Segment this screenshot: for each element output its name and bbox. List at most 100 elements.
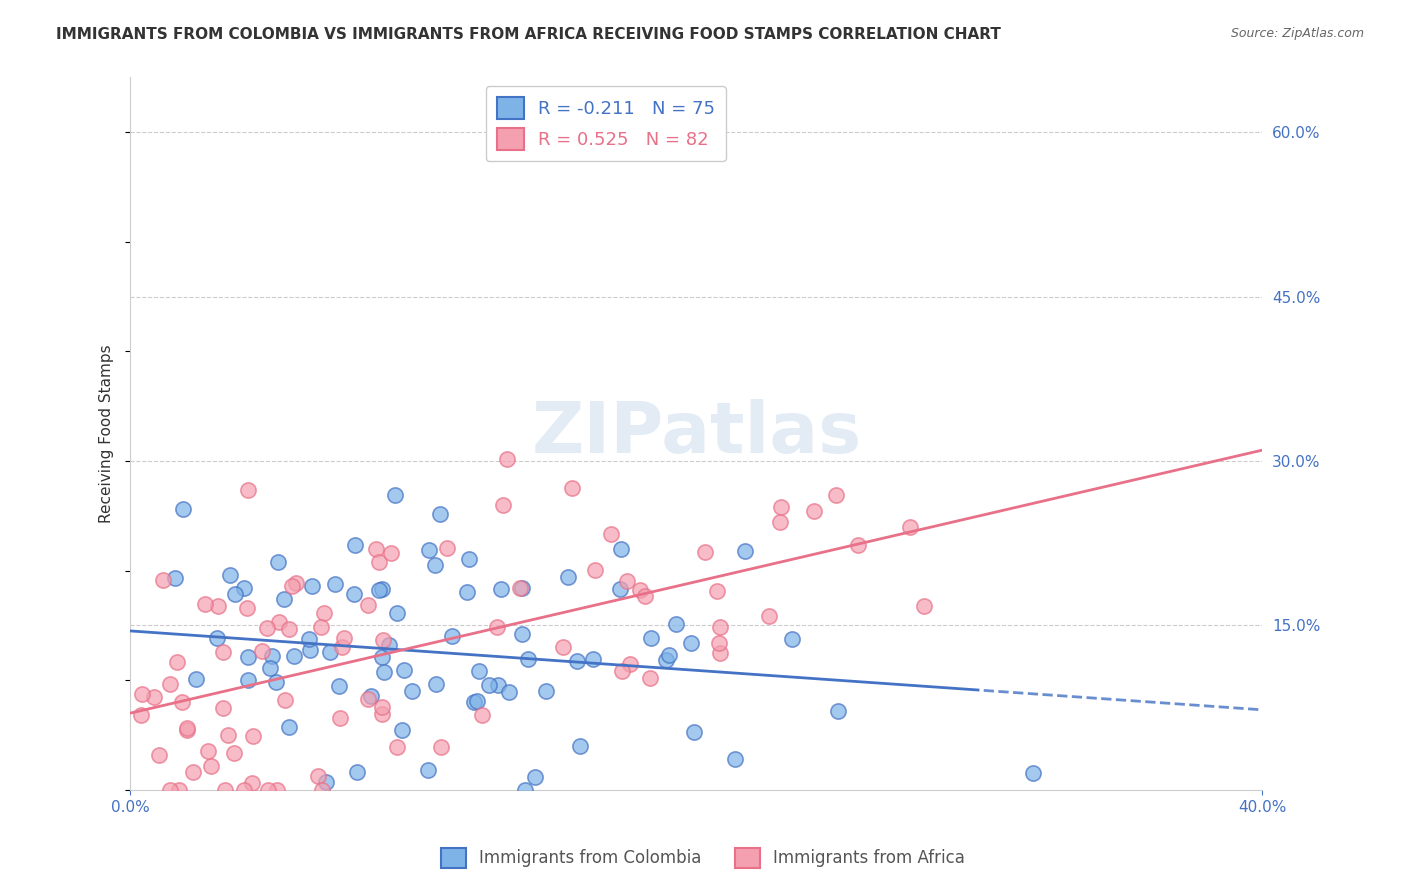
Point — [273, 592, 295, 607]
Point — [423, 558, 446, 573]
Point — [176, 721, 198, 735]
Point — [803, 504, 825, 518]
Point — [342, 586, 364, 600]
Point — [1022, 765, 1045, 780]
Point — [912, 599, 935, 613]
Point — [640, 671, 662, 685]
Point — [256, 621, 278, 635]
Point — [706, 583, 728, 598]
Point — [370, 700, 392, 714]
Point — [682, 724, 704, 739]
Point — [456, 585, 478, 599]
Point — [373, 665, 395, 679]
Point — [232, 581, 254, 595]
Point — [264, 675, 287, 690]
Point — [385, 606, 408, 620]
Point — [356, 598, 378, 612]
Point — [207, 632, 229, 646]
Point — [569, 739, 592, 754]
Text: Source: ZipAtlas.com: Source: ZipAtlas.com — [1230, 27, 1364, 40]
Point — [176, 723, 198, 737]
Point — [236, 600, 259, 615]
Point — [197, 744, 219, 758]
Point — [217, 728, 239, 742]
Point — [224, 587, 246, 601]
Point — [734, 543, 756, 558]
Point — [142, 690, 165, 704]
Point — [269, 615, 291, 629]
Point — [458, 552, 481, 566]
Point — [163, 571, 186, 585]
Point — [148, 747, 170, 762]
Point — [468, 664, 491, 678]
Point — [486, 620, 509, 634]
Point — [346, 764, 368, 779]
Point — [665, 616, 688, 631]
Point — [274, 693, 297, 707]
Point — [266, 782, 288, 797]
Point — [465, 694, 488, 708]
Point — [200, 759, 222, 773]
Point — [478, 678, 501, 692]
Point — [463, 694, 485, 708]
Point — [565, 654, 588, 668]
Point — [846, 538, 869, 552]
Point — [236, 649, 259, 664]
Point — [769, 515, 792, 529]
Point — [169, 782, 191, 797]
Point — [513, 782, 536, 797]
Point — [401, 684, 423, 698]
Point — [489, 582, 512, 596]
Point — [510, 581, 533, 595]
Point — [827, 704, 849, 718]
Text: ZIPatlas: ZIPatlas — [531, 399, 862, 468]
Point — [628, 582, 651, 597]
Point — [371, 582, 394, 596]
Point — [600, 527, 623, 541]
Point — [524, 770, 547, 784]
Point — [240, 776, 263, 790]
Point — [193, 597, 215, 611]
Point — [219, 568, 242, 582]
Point — [551, 640, 574, 654]
Point — [329, 711, 352, 725]
Point — [364, 541, 387, 556]
Point — [283, 648, 305, 663]
Point — [280, 579, 302, 593]
Point — [257, 782, 280, 797]
Point — [129, 708, 152, 723]
Point — [609, 582, 631, 596]
Point — [392, 663, 415, 677]
Point — [610, 664, 633, 678]
Point — [616, 574, 638, 589]
Point — [211, 645, 233, 659]
Point — [425, 677, 447, 691]
Point — [159, 676, 181, 690]
Point — [301, 579, 323, 593]
Point — [172, 695, 194, 709]
Point — [172, 501, 194, 516]
Point — [498, 684, 520, 698]
Point — [619, 657, 641, 672]
Point — [824, 487, 846, 501]
Point — [224, 746, 246, 760]
Point — [166, 655, 188, 669]
Point — [333, 632, 356, 646]
Point — [898, 520, 921, 534]
Point — [416, 763, 439, 777]
Point — [312, 606, 335, 620]
Point — [214, 782, 236, 797]
Point — [429, 507, 451, 521]
Point — [610, 541, 633, 556]
Point — [360, 689, 382, 703]
Point — [181, 764, 204, 779]
Point — [311, 620, 333, 634]
Point — [633, 590, 655, 604]
Point — [380, 546, 402, 560]
Point — [384, 488, 406, 502]
Point — [250, 644, 273, 658]
Point — [709, 646, 731, 660]
Point — [285, 576, 308, 591]
Point — [298, 632, 321, 646]
Point — [323, 577, 346, 591]
